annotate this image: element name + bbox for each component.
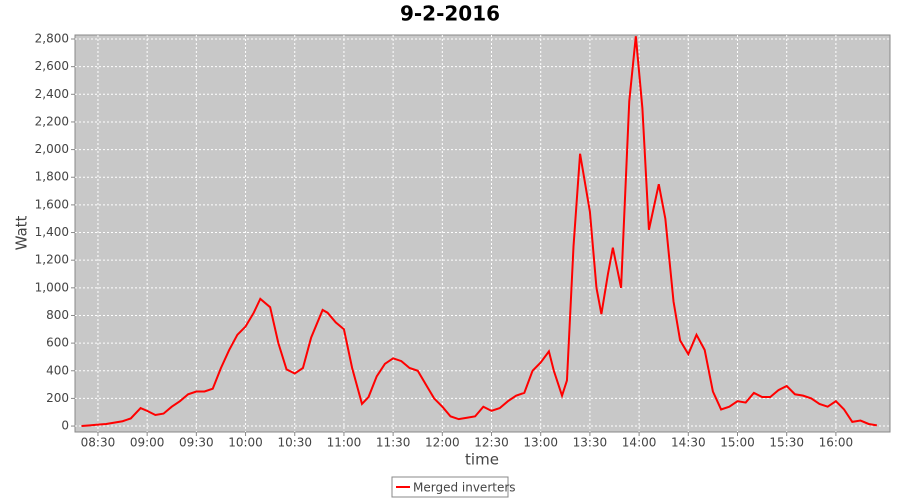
- y-tick-label: 1,000: [35, 280, 69, 294]
- y-tick-label: 2,600: [35, 59, 69, 73]
- x-tick-label: 09:30: [179, 436, 214, 450]
- x-tick-label: 15:00: [720, 436, 755, 450]
- y-tick-label: 2,200: [35, 114, 69, 128]
- x-tick-label: 12:00: [425, 436, 460, 450]
- y-tick-label: 400: [46, 363, 69, 377]
- legend: [391, 476, 509, 498]
- x-tick-label: 15:30: [769, 436, 804, 450]
- x-tick-label: 12:30: [474, 436, 509, 450]
- y-tick-label: 600: [46, 336, 69, 350]
- x-tick-label: 16:00: [819, 436, 854, 450]
- chart-title: 9-2-2016: [400, 2, 500, 26]
- line: [81, 36, 878, 428]
- x-tick-label: 11:30: [376, 436, 411, 450]
- x-tick-label: 13:30: [573, 436, 608, 450]
- x-tick-label: 08:30: [81, 436, 116, 450]
- y-tick-label: 1,400: [35, 225, 69, 239]
- y-tick-label: 2,000: [35, 142, 69, 156]
- y-tick-label: 800: [46, 308, 69, 322]
- x-tick-label: 09:00: [130, 436, 165, 450]
- y-axis-label: Watt: [13, 215, 31, 250]
- x-tick-label: 14:00: [622, 436, 657, 450]
- x-axis-label: time: [465, 451, 499, 469]
- y-tick-label: 0: [61, 419, 69, 433]
- legend-label: Merged inverters: [413, 481, 516, 495]
- y-tick-label: 1,600: [35, 197, 69, 211]
- y-tick-label: 200: [46, 391, 69, 405]
- y-tick-label: 2,800: [35, 32, 69, 46]
- y-tick-label: 1,800: [35, 170, 69, 184]
- y-tick-label: 1,200: [35, 253, 69, 267]
- x-tick-label: 14:30: [671, 436, 706, 450]
- y-tick-label: 2,400: [35, 87, 69, 101]
- x-tick-label: 10:30: [277, 436, 312, 450]
- x-tick-label: 13:00: [523, 436, 558, 450]
- x-tick-label: 11:00: [327, 436, 362, 450]
- x-tick-label: 10:00: [228, 436, 263, 450]
- plot-area: [74, 34, 891, 433]
